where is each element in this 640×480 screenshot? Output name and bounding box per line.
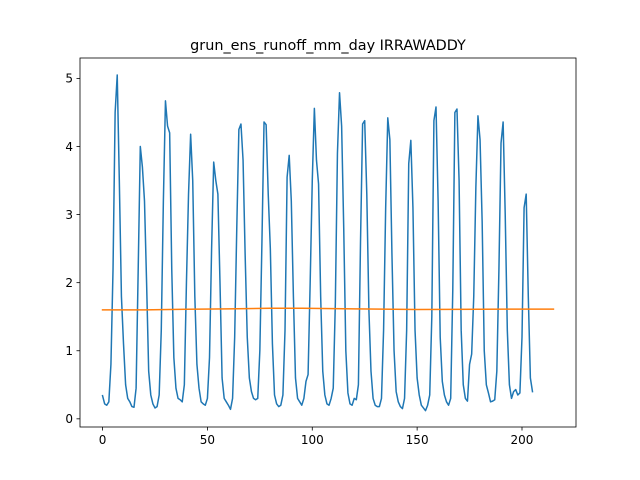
y-tick-label: 4 — [65, 140, 73, 154]
series-line-2 — [101, 307, 555, 311]
chart-title: grun_ens_runoff_mm_day IRRAWADDY — [190, 38, 466, 54]
x-tick-label: 150 — [406, 433, 429, 447]
x-tick-label: 50 — [200, 433, 215, 447]
y-tick-label: 5 — [65, 72, 73, 86]
x-tick-label: 100 — [301, 433, 324, 447]
series-line-1 — [101, 74, 534, 412]
y-tick-label: 2 — [65, 276, 73, 290]
y-tick-label: 0 — [65, 412, 73, 426]
y-tick-label: 1 — [65, 344, 73, 358]
y-tick-label: 3 — [65, 208, 73, 222]
x-tick-label: 0 — [99, 433, 107, 447]
plot-area: 0 50 100 150 200 0 1 2 3 4 5 — [65, 57, 577, 447]
axes-frame — [79, 57, 577, 428]
x-tick-label: 200 — [511, 433, 534, 447]
